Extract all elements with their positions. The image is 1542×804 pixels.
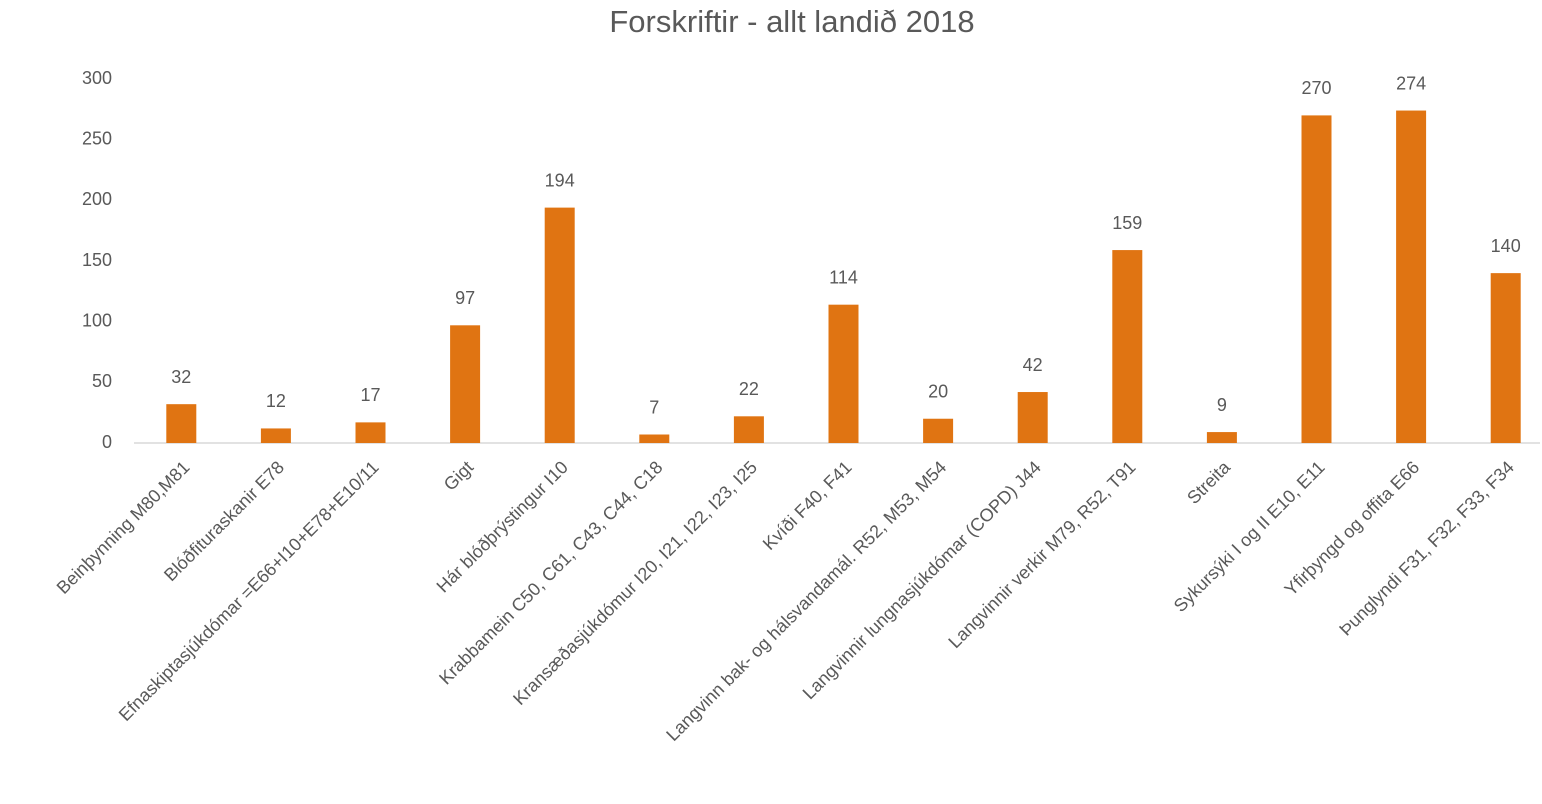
data-label: 9: [1217, 395, 1227, 415]
bar: [260, 428, 291, 443]
bar: [923, 418, 954, 443]
data-label: 274: [1396, 73, 1426, 93]
data-label: 7: [649, 397, 659, 417]
data-label: 194: [545, 170, 575, 190]
data-label: 17: [360, 385, 380, 405]
bar: [1206, 432, 1237, 443]
x-tick-label: Langvinnir verkir M79, R52, T91: [944, 457, 1139, 652]
bar: [166, 404, 197, 443]
data-label: 32: [171, 367, 191, 387]
y-tick-label: 300: [82, 68, 112, 88]
x-tick-label: Kvíði F40, F41: [759, 457, 856, 554]
bar: [1017, 392, 1048, 443]
data-label: 97: [455, 288, 475, 308]
bar: [544, 207, 575, 443]
y-tick-label: 50: [92, 371, 112, 391]
y-tick-label: 250: [82, 128, 112, 148]
x-tick-label: Sykursýki I og II E10, E11: [1170, 457, 1329, 616]
bar: [355, 422, 386, 443]
x-tick-label: Þunglyndi F31, F32, F33, F34: [1335, 457, 1518, 640]
x-tick-label: Streita: [1183, 456, 1235, 508]
data-label: 270: [1301, 78, 1331, 98]
x-tick-label: Gigt: [440, 457, 477, 494]
data-label: 140: [1491, 236, 1521, 256]
y-tick-label: 150: [82, 250, 112, 270]
data-label: 22: [739, 379, 759, 399]
data-label: 114: [829, 267, 858, 287]
bar: [450, 325, 481, 443]
y-tick-label: 0: [102, 432, 112, 452]
bar: [1112, 250, 1143, 443]
bar: [1396, 110, 1427, 444]
data-label: 159: [1112, 213, 1142, 233]
bar: [733, 416, 764, 443]
y-tick-label: 100: [82, 310, 112, 330]
data-label: 12: [266, 391, 286, 411]
bar: [1490, 273, 1521, 443]
bar: [1301, 115, 1332, 444]
y-tick-label: 200: [82, 189, 112, 209]
data-label: 42: [1023, 355, 1043, 375]
data-label: 20: [928, 381, 948, 401]
bar: [828, 304, 859, 443]
bar: [639, 434, 670, 443]
chart-title: Forskriftir - allt landið 2018: [609, 4, 974, 39]
